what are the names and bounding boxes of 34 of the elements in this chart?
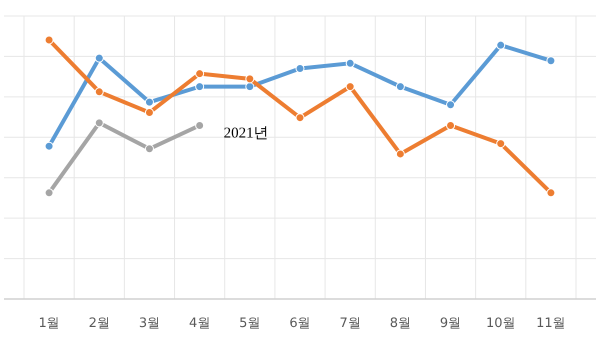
x-tick-label: 3월 (138, 316, 160, 331)
point (496, 40, 506, 50)
point (144, 98, 154, 107)
point (44, 36, 54, 44)
series-label: 2021년 (224, 125, 269, 142)
x-tick-label: 2월 (88, 316, 110, 331)
point (245, 74, 254, 84)
x-tick-label: 11월 (536, 316, 566, 331)
point (94, 54, 104, 63)
point (446, 100, 456, 110)
point (144, 144, 154, 154)
point (346, 82, 355, 92)
x-tick-label: 6월 (289, 316, 311, 331)
point (546, 188, 556, 198)
x-tick-label: 7월 (340, 316, 361, 331)
point (44, 188, 54, 198)
point (94, 118, 104, 128)
point (546, 56, 556, 66)
point (195, 69, 204, 78)
point (245, 82, 254, 92)
point (296, 113, 304, 122)
point (44, 142, 54, 151)
x-tick-label: 5월 (239, 316, 260, 331)
x-tick-label: 1월 (38, 316, 60, 331)
point (94, 87, 104, 96)
point (195, 82, 204, 92)
x-tick-label: 10월 (486, 316, 516, 331)
x-tick-label: 8월 (390, 316, 412, 331)
x-tick-label: 9월 (440, 316, 462, 331)
x-tick-label: 4월 (188, 316, 210, 331)
point (496, 139, 506, 148)
point (396, 82, 405, 92)
point (346, 58, 355, 68)
point (396, 149, 405, 158)
